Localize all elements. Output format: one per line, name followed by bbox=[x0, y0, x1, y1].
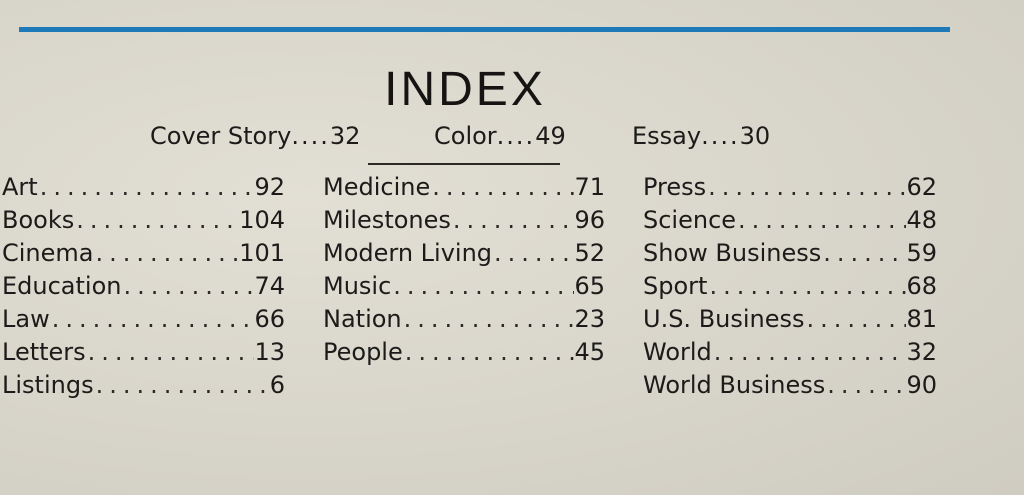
index-entry-world-business[interactable]: World Business..........................… bbox=[643, 371, 937, 404]
feature-row: Cover Story....32 Color....49 Essay....3… bbox=[0, 122, 1024, 158]
dot-leader: ............................. bbox=[738, 206, 906, 234]
entry-page-number: 23 bbox=[574, 305, 605, 333]
dot-leader: ............................. bbox=[823, 239, 906, 267]
entry-label: People bbox=[323, 338, 403, 366]
index-entry-people[interactable]: People.............................45 bbox=[323, 338, 605, 371]
entry-page-number: 45 bbox=[574, 338, 605, 366]
entry-page-number: 96 bbox=[574, 206, 605, 234]
feature-label: Cover Story bbox=[150, 122, 292, 150]
index-entry-medicine[interactable]: Medicine.............................71 bbox=[323, 173, 605, 206]
dot-leader: ............................. bbox=[806, 305, 907, 333]
entry-page-number: 48 bbox=[906, 206, 937, 234]
index-entry-science[interactable]: Science.............................48 bbox=[643, 206, 937, 239]
dot-leader: ............................. bbox=[713, 338, 907, 366]
entry-page-number: 32 bbox=[906, 338, 937, 366]
index-entry-show-business[interactable]: Show Business...........................… bbox=[643, 239, 937, 272]
entry-page-number: 74 bbox=[254, 272, 285, 300]
entry-page-number: 6 bbox=[269, 371, 285, 399]
entry-label: Education bbox=[2, 272, 122, 300]
dot-leader: ............................. bbox=[123, 272, 254, 300]
index-entry-cinema[interactable]: Cinema.............................101 bbox=[2, 239, 285, 272]
feature-page: 49 bbox=[535, 122, 566, 150]
dot-leader: ............................. bbox=[827, 371, 906, 399]
dot-leader: ............................. bbox=[95, 371, 270, 399]
entry-page-number: 101 bbox=[239, 239, 285, 267]
feature-label: Essay bbox=[632, 122, 702, 150]
index-entry-sport[interactable]: Sport.............................68 bbox=[643, 272, 937, 305]
feature-color[interactable]: Color....49 bbox=[434, 122, 566, 150]
entry-page-number: 104 bbox=[239, 206, 285, 234]
entry-label: Show Business bbox=[643, 239, 822, 267]
index-entry-press[interactable]: Press.............................62 bbox=[643, 173, 937, 206]
entry-page-number: 62 bbox=[906, 173, 937, 201]
entry-label: Books bbox=[2, 206, 75, 234]
entry-page-number: 66 bbox=[254, 305, 285, 333]
entry-page-number: 68 bbox=[906, 272, 937, 300]
dot-leader: ............................. bbox=[76, 206, 240, 234]
index-entry-education[interactable]: Education.............................74 bbox=[2, 272, 285, 305]
entry-page-number: 90 bbox=[906, 371, 937, 399]
index-title: INDEX bbox=[384, 63, 546, 116]
entry-page-number: 59 bbox=[906, 239, 937, 267]
feature-dots: .... bbox=[291, 122, 330, 150]
feature-dots: .... bbox=[701, 122, 740, 150]
index-column-3: Press.............................62Scie… bbox=[643, 173, 937, 404]
feature-essay[interactable]: Essay....30 bbox=[632, 122, 770, 150]
index-entry-modern-living[interactable]: Modern Living...........................… bbox=[323, 239, 605, 272]
dot-leader: ............................. bbox=[452, 206, 575, 234]
dot-leader: ............................. bbox=[432, 173, 574, 201]
dot-leader: ............................. bbox=[708, 173, 906, 201]
entry-label: Milestones bbox=[323, 206, 451, 234]
top-blue-rule bbox=[19, 27, 950, 32]
feature-label: Color bbox=[434, 122, 497, 150]
dot-leader: ............................. bbox=[403, 305, 575, 333]
index-column-2: Medicine.............................71M… bbox=[323, 173, 605, 371]
entry-label: Sport bbox=[643, 272, 708, 300]
entry-label: World Business bbox=[643, 371, 826, 399]
dot-leader: ............................. bbox=[87, 338, 255, 366]
entry-label: Music bbox=[323, 272, 392, 300]
entry-label: Press bbox=[643, 173, 707, 201]
index-entry-milestones[interactable]: Milestones.............................9… bbox=[323, 206, 605, 239]
feature-cover-story[interactable]: Cover Story....32 bbox=[150, 122, 360, 150]
entry-label: Listings bbox=[2, 371, 94, 399]
entry-page-number: 13 bbox=[254, 338, 285, 366]
feature-underline bbox=[368, 163, 560, 165]
dot-leader: ............................. bbox=[51, 305, 255, 333]
index-entry-listings[interactable]: Listings.............................6 bbox=[2, 371, 285, 404]
index-entry-music[interactable]: Music.............................65 bbox=[323, 272, 605, 305]
dot-leader: ............................. bbox=[393, 272, 575, 300]
entry-label: Science bbox=[643, 206, 737, 234]
entry-label: Letters bbox=[2, 338, 86, 366]
dot-leader: ............................. bbox=[494, 239, 575, 267]
entry-label: Art bbox=[2, 173, 38, 201]
index-entry-books[interactable]: Books.............................104 bbox=[2, 206, 285, 239]
index-entry-world[interactable]: World.............................32 bbox=[643, 338, 937, 371]
entry-label: U.S. Business bbox=[643, 305, 805, 333]
dot-leader: ............................. bbox=[404, 338, 575, 366]
entry-label: Modern Living bbox=[323, 239, 493, 267]
entry-label: World bbox=[643, 338, 712, 366]
feature-page: 32 bbox=[329, 122, 361, 150]
dot-leader: ............................. bbox=[709, 272, 906, 300]
index-entry-law[interactable]: Law.............................66 bbox=[2, 305, 285, 338]
index-entry-art[interactable]: Art.............................92 bbox=[2, 173, 285, 206]
entry-label: Cinema bbox=[2, 239, 94, 267]
index-entry-letters[interactable]: Letters.............................13 bbox=[2, 338, 285, 371]
index-column-1: Art.............................92Books.… bbox=[2, 173, 285, 404]
entry-page-number: 81 bbox=[906, 305, 937, 333]
feature-page: 30 bbox=[739, 122, 771, 150]
entry-label: Nation bbox=[323, 305, 402, 333]
index-entry-u-s-business[interactable]: U.S. Business...........................… bbox=[643, 305, 937, 338]
entry-page-number: 71 bbox=[574, 173, 605, 201]
entry-page-number: 92 bbox=[254, 173, 285, 201]
dot-leader: ............................. bbox=[95, 239, 240, 267]
entry-page-number: 65 bbox=[574, 272, 605, 300]
entry-label: Medicine bbox=[323, 173, 431, 201]
index-entry-nation[interactable]: Nation.............................23 bbox=[323, 305, 605, 338]
feature-dots: .... bbox=[496, 122, 536, 150]
dot-leader: ............................. bbox=[39, 173, 255, 201]
entry-label: Law bbox=[2, 305, 50, 333]
entry-page-number: 52 bbox=[574, 239, 605, 267]
